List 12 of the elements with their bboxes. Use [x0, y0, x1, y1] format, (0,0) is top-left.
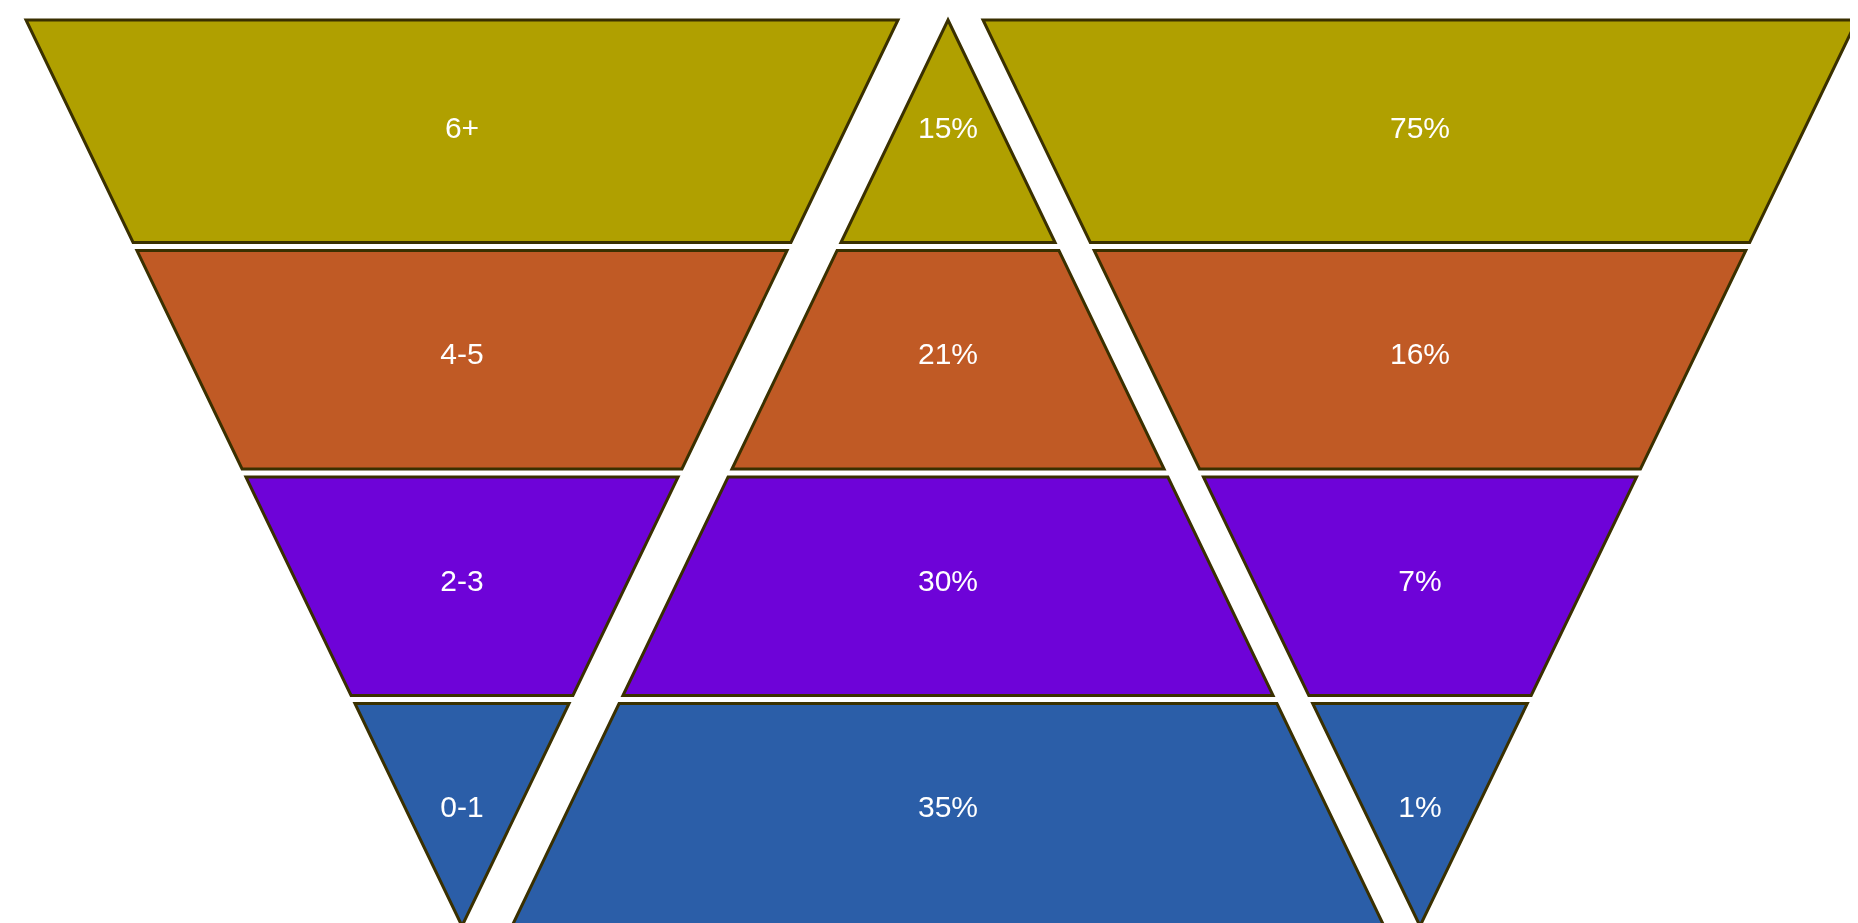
data-label: 1%: [1398, 790, 1442, 824]
category-label: 4-5: [440, 337, 484, 371]
data-label: 7%: [1398, 563, 1442, 597]
category-label: 0-1: [440, 790, 484, 824]
category-label: 6+: [444, 110, 480, 144]
data-label: 30%: [917, 563, 979, 597]
data-label: 75%: [1389, 110, 1451, 144]
data-label: 35%: [917, 790, 979, 824]
data-label: 16%: [1389, 337, 1451, 371]
data-label: 15%: [917, 110, 979, 144]
data-label: 21%: [917, 337, 979, 371]
category-label: 2-3: [440, 563, 484, 597]
